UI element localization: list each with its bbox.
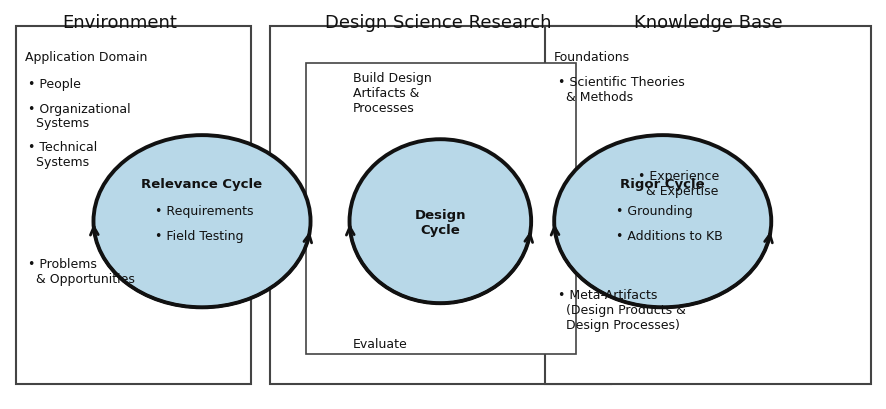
- Ellipse shape: [349, 140, 531, 303]
- Text: • Technical
  Systems: • Technical Systems: [28, 141, 97, 169]
- Text: • Organizational
  Systems: • Organizational Systems: [28, 102, 131, 130]
- Text: • Grounding: • Grounding: [616, 204, 693, 218]
- Text: Design
Cycle: Design Cycle: [415, 209, 466, 236]
- Text: • Meta-Artifacts
  (Design Products &
  Design Processes): • Meta-Artifacts (Design Products & Desi…: [558, 288, 686, 331]
- Text: Evaluate: Evaluate: [353, 337, 408, 351]
- Text: Relevance Cycle: Relevance Cycle: [142, 178, 262, 191]
- Text: Rigor Cycle: Rigor Cycle: [620, 178, 705, 191]
- FancyBboxPatch shape: [306, 63, 576, 354]
- Text: Design Science Research: Design Science Research: [325, 14, 552, 32]
- FancyBboxPatch shape: [270, 27, 611, 384]
- Text: • People: • People: [28, 78, 82, 91]
- Text: • Experience
  & Expertise: • Experience & Expertise: [638, 170, 719, 198]
- FancyBboxPatch shape: [545, 27, 871, 384]
- FancyBboxPatch shape: [16, 27, 251, 384]
- Text: Knowledge Base: Knowledge Base: [634, 14, 783, 32]
- Text: Build Design
Artifacts &
Processes: Build Design Artifacts & Processes: [353, 72, 431, 115]
- Ellipse shape: [94, 136, 310, 308]
- Text: Application Domain: Application Domain: [25, 51, 147, 64]
- Text: • Field Testing: • Field Testing: [155, 229, 244, 242]
- Text: • Problems
  & Opportunities: • Problems & Opportunities: [28, 258, 136, 285]
- Text: • Requirements: • Requirements: [155, 204, 253, 218]
- Text: • Scientific Theories
  & Methods: • Scientific Theories & Methods: [558, 76, 685, 103]
- Ellipse shape: [555, 136, 771, 308]
- Text: • Additions to KB: • Additions to KB: [616, 229, 722, 242]
- Text: Foundations: Foundations: [554, 51, 630, 64]
- Text: Environment: Environment: [62, 14, 177, 32]
